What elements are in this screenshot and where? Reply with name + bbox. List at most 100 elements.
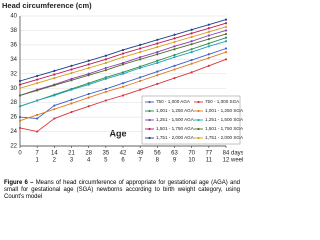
point [70, 102, 73, 105]
point [173, 68, 176, 71]
y-tick-label: 28 [10, 100, 17, 106]
x-tick-label: 7 [35, 151, 39, 157]
y-tick-label: 22 [10, 144, 17, 150]
y-tick-label: 32 [10, 71, 17, 77]
x-tick-label: 84 [223, 151, 230, 157]
week-tick-label: 11 [206, 158, 213, 164]
point [190, 58, 193, 62]
point [36, 99, 39, 102]
legend-label: 750 - 1,000 AGA [156, 99, 191, 104]
point [139, 43, 142, 46]
legend-label: 1,501 - 1,750 AGA [156, 126, 195, 131]
point [173, 56, 176, 59]
week-tick-label: 10 [188, 158, 195, 164]
point [139, 51, 142, 54]
point [104, 69, 107, 72]
point [207, 27, 210, 30]
legend-box [141, 95, 241, 145]
point [207, 45, 210, 48]
point [53, 94, 56, 97]
point [70, 98, 73, 101]
point [173, 45, 176, 48]
point [224, 18, 228, 21]
point [87, 74, 90, 77]
point [156, 59, 159, 62]
point [87, 92, 90, 96]
point [121, 94, 125, 97]
point [18, 116, 22, 119]
chart-title: Head circumference (cm) [2, 1, 92, 10]
caption-text: Means of head circumference of appropria… [4, 180, 241, 200]
point [18, 105, 22, 108]
point [156, 38, 159, 41]
point [18, 87, 22, 90]
x-tick-label: 35 [102, 151, 109, 157]
point [139, 66, 142, 70]
x-tick-label: 21 [68, 151, 75, 157]
point [36, 130, 39, 133]
point [53, 73, 56, 76]
point [70, 68, 73, 71]
point [156, 45, 159, 49]
week-tick-label: 7 [138, 158, 142, 164]
point [156, 74, 159, 77]
legend-marker [148, 118, 151, 122]
point [207, 34, 210, 37]
y-tick-label: 36 [10, 42, 17, 48]
point [224, 29, 228, 32]
x-tick-label: 14 [51, 151, 58, 157]
point [70, 88, 73, 91]
legend-label: 1,751 - 2,000 SGA [205, 135, 243, 140]
point [190, 28, 193, 31]
page: Head circumference (cm) Age 22 24 26 28 30 32… [2, 1, 243, 201]
point [104, 61, 107, 65]
point [156, 42, 159, 45]
point [36, 82, 39, 85]
point [224, 47, 228, 50]
point [207, 53, 210, 56]
y-tick-label: 40 [10, 14, 17, 20]
week-tick-label: 8 [156, 158, 160, 164]
point [207, 38, 210, 41]
y-tick-label: 24 [10, 129, 17, 135]
point [36, 89, 39, 92]
point [207, 64, 210, 67]
point [53, 108, 56, 111]
point [224, 36, 228, 39]
point [104, 77, 107, 80]
x-tick-label: 49 [137, 151, 144, 157]
legend-label: 1,001 - 1,250 AGA [156, 108, 195, 113]
point [190, 62, 193, 65]
point [190, 40, 193, 43]
point [224, 58, 228, 61]
legend-label: 750 - 1,000 SGA [205, 99, 240, 104]
caption: Figure 6 – Means of head circumference o… [4, 180, 240, 201]
point [190, 32, 193, 35]
x-tick-label: 77 [205, 151, 212, 157]
point [207, 56, 210, 59]
x-tick-label: 56 [154, 151, 161, 157]
point [156, 61, 159, 65]
legend-marker [148, 136, 151, 140]
point [104, 87, 107, 91]
point [121, 85, 125, 88]
point [87, 66, 90, 70]
week-tick-label: 12 [223, 158, 230, 164]
point [173, 37, 176, 40]
point [104, 99, 107, 102]
point [121, 82, 125, 85]
point [173, 64, 176, 67]
point [173, 33, 176, 36]
caption-label: Figure 6 – [4, 180, 34, 186]
point [87, 96, 90, 99]
point [224, 25, 228, 28]
x-tick-label: 28 [85, 151, 92, 157]
legend-marker [197, 100, 200, 104]
week-tick-label: 2 [53, 158, 57, 164]
point [70, 79, 73, 82]
point [156, 70, 159, 73]
point [36, 117, 39, 120]
week-tick-label: 1 [35, 158, 39, 164]
point [53, 77, 56, 80]
legend-marker [197, 109, 200, 113]
